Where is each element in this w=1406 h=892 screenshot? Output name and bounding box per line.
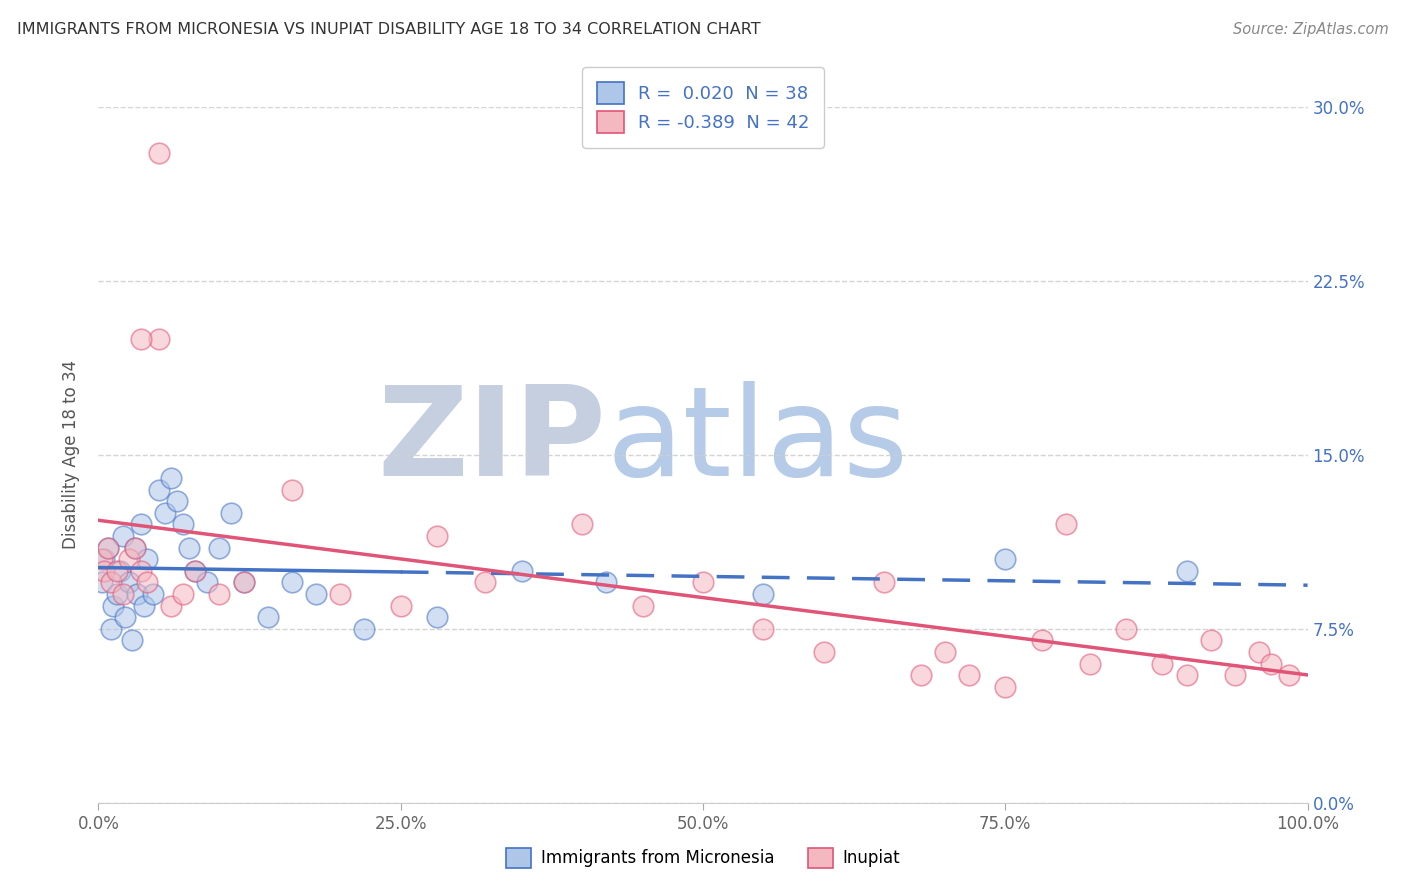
Point [1199,633,1222,648]
Point [910,668,932,682]
Point [353,622,375,636]
Point [232,575,254,590]
Point [305,587,328,601]
Point [595,575,617,590]
Point [129,564,152,578]
Point [256,610,278,624]
Point [474,575,496,590]
Point [208,587,231,601]
Point [221,506,243,520]
Point [114,610,136,624]
Point [994,680,1017,694]
Point [329,587,352,601]
Point [101,599,124,613]
Point [184,564,207,578]
Point [91,575,114,590]
Point [510,564,533,578]
Point [97,541,120,555]
Point [153,506,176,520]
Legend: Immigrants from Micronesia, Inupiat: Immigrants from Micronesia, Inupiat [499,841,907,875]
Point [172,587,194,601]
Point [111,587,134,601]
Text: Source: ZipAtlas.com: Source: ZipAtlas.com [1233,22,1389,37]
Point [184,564,207,578]
Point [93,552,115,566]
Point [1249,645,1271,659]
Point [118,575,141,590]
Point [111,529,134,543]
Point [195,575,218,590]
Point [135,552,157,566]
Point [129,332,152,346]
Point [124,541,146,555]
Point [135,575,157,590]
Point [160,599,183,613]
Point [1278,668,1301,682]
Point [166,494,188,508]
Point [1054,517,1077,532]
Point [1175,564,1198,578]
Point [108,564,131,578]
Point [1078,657,1101,671]
Point [148,332,170,346]
Point [957,668,980,682]
Point [179,541,201,555]
Point [160,471,183,485]
Point [1152,657,1174,671]
Text: atlas: atlas [606,381,908,501]
Point [1260,657,1282,671]
Point [100,575,122,590]
Point [142,587,165,601]
Point [148,146,170,161]
Point [281,483,304,497]
Point [873,575,896,590]
Point [91,552,114,566]
Point [105,564,128,578]
Point [232,575,254,590]
Point [100,622,122,636]
Point [692,575,714,590]
Point [1175,668,1198,682]
Point [426,529,449,543]
Point [813,645,835,659]
Point [105,587,128,601]
Point [97,541,120,555]
Point [994,552,1017,566]
Point [93,564,115,578]
Point [1223,668,1246,682]
Y-axis label: Disability Age 18 to 34: Disability Age 18 to 34 [62,360,80,549]
Point [172,517,194,532]
Point [134,599,156,613]
Legend: R =  0.020  N = 38, R = -0.389  N = 42: R = 0.020 N = 38, R = -0.389 N = 42 [582,68,824,147]
Point [127,587,149,601]
Point [389,599,412,613]
Point [631,599,654,613]
Point [148,483,170,497]
Point [281,575,304,590]
Point [426,610,449,624]
Point [571,517,593,532]
Point [752,622,775,636]
Point [1031,633,1053,648]
Point [934,645,956,659]
Point [124,541,146,555]
Point [129,517,152,532]
Text: IMMIGRANTS FROM MICRONESIA VS INUPIAT DISABILITY AGE 18 TO 34 CORRELATION CHART: IMMIGRANTS FROM MICRONESIA VS INUPIAT DI… [17,22,761,37]
Point [752,587,775,601]
Point [118,552,141,566]
Text: ZIP: ZIP [378,381,606,501]
Point [121,633,143,648]
Point [1115,622,1137,636]
Point [208,541,231,555]
